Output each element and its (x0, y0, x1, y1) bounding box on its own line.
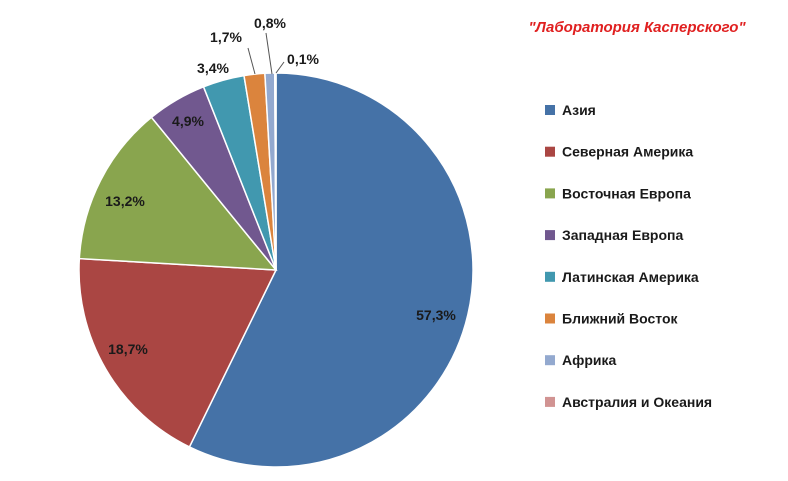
leader-line (247, 47, 256, 75)
legend-swatch (545, 146, 555, 157)
legend-label: Западная Европа (562, 227, 683, 243)
legend-swatch (545, 355, 555, 366)
data-label: 4,9% (172, 113, 204, 129)
legend-swatch (545, 230, 555, 241)
chart-title: "Лаборатория Касперского" (528, 19, 746, 36)
legend-label: Восточная Европа (562, 185, 691, 201)
legend-swatch (545, 271, 555, 282)
legend-label: Северная Америка (562, 144, 693, 160)
legend-swatch (545, 188, 555, 199)
data-label: 0,1% (287, 51, 319, 67)
leader-line (275, 61, 285, 74)
legend-label: Ближний Восток (562, 311, 679, 327)
pie-slice (188, 72, 474, 468)
legend-swatch (545, 396, 555, 407)
legend-label: Азия (562, 102, 596, 118)
data-label: 13,2% (105, 193, 145, 209)
data-label: 3,4% (197, 60, 229, 76)
pie-slices (78, 72, 474, 468)
pie-slice (78, 257, 278, 448)
data-label: 57,3% (416, 307, 456, 323)
legend-label: Латинская Америка (562, 269, 699, 285)
pie-slice (78, 116, 278, 271)
legend-label: Африка (562, 352, 617, 368)
data-label: 0,8% (254, 15, 286, 31)
legend-swatch (545, 313, 555, 324)
data-labels: 57,3% 18,7% 13,2% 4,9% 3,4% 1,7% 0,8% 0,1% (105, 15, 456, 357)
data-label: 1,7% (210, 29, 242, 45)
legend-swatch (545, 105, 555, 115)
legend-label: Австралия и Океания (562, 394, 712, 410)
data-label: 18,7% (108, 341, 148, 357)
legend: Азия Северная Америка Восточная Европа Запа… (545, 102, 712, 410)
label-leader-lines (247, 32, 285, 75)
leader-line (265, 32, 273, 75)
pie-slice (274, 72, 277, 271)
